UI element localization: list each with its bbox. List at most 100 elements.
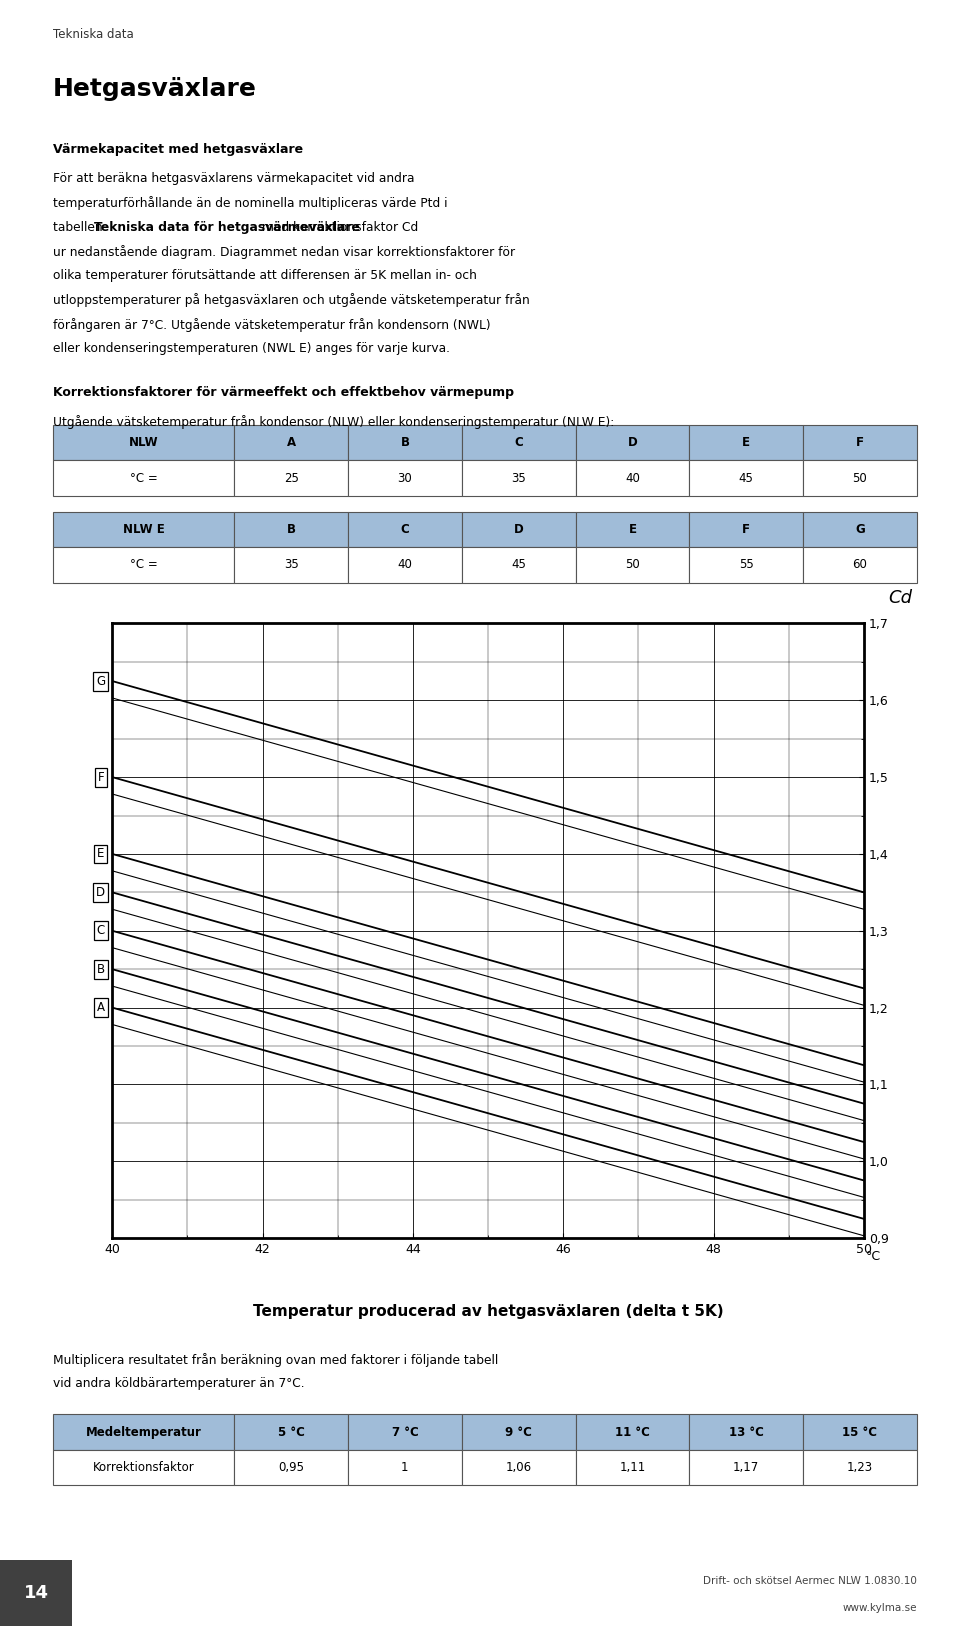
Bar: [575, 547, 689, 582]
Bar: [462, 461, 575, 495]
Text: Cd: Cd: [888, 588, 912, 606]
Text: 40: 40: [625, 472, 639, 485]
Text: A: A: [97, 1001, 105, 1015]
Text: eller kondenseringstemperaturen (NWL E) anges för varje kurva.: eller kondenseringstemperaturen (NWL E) …: [53, 343, 450, 356]
Text: 1,17: 1,17: [733, 1460, 759, 1473]
Bar: [689, 461, 803, 495]
Bar: [803, 511, 917, 547]
Text: 50: 50: [852, 472, 867, 485]
Bar: [348, 1451, 462, 1485]
Text: Multiplicera resultatet från beräkning ovan med faktorer i följande tabell: Multiplicera resultatet från beräkning o…: [53, 1352, 498, 1367]
Text: www.kylma.se: www.kylma.se: [842, 1603, 917, 1613]
Bar: [462, 425, 575, 461]
Bar: [462, 511, 575, 547]
Text: temperaturförhållande än de nominella multipliceras värde Ptd i: temperaturförhållande än de nominella mu…: [53, 197, 447, 210]
Text: 9 °C: 9 °C: [505, 1426, 532, 1439]
Bar: [234, 461, 348, 495]
Text: D: D: [514, 523, 523, 536]
Text: 13 °C: 13 °C: [729, 1426, 763, 1439]
Text: C: C: [97, 924, 105, 938]
Bar: [348, 511, 462, 547]
Text: 25: 25: [284, 472, 299, 485]
Text: vid andra köldbärartemperaturer än 7°C.: vid andra köldbärartemperaturer än 7°C.: [53, 1377, 304, 1390]
Text: med korrektionsfaktor Cd: med korrektionsfaktor Cd: [258, 221, 419, 234]
Text: °C =: °C =: [130, 559, 157, 572]
Text: För att beräkna hetgasväxlarens värmekapacitet vid andra: För att beräkna hetgasväxlarens värmekap…: [53, 172, 415, 185]
Text: Utgående vätsketemperatur från kondensor (NLW) eller kondenseringstemperatur (NL: Utgående vätsketemperatur från kondensor…: [53, 415, 614, 429]
Bar: [0, 1560, 72, 1626]
Bar: [803, 1414, 917, 1451]
Text: Medeltemperatur: Medeltemperatur: [85, 1426, 202, 1439]
Text: 15 °C: 15 °C: [843, 1426, 877, 1439]
Text: Korrektionsfaktor: Korrektionsfaktor: [93, 1460, 194, 1473]
Bar: [689, 1414, 803, 1451]
Text: tabellen: tabellen: [53, 221, 107, 234]
Text: 45: 45: [739, 472, 754, 485]
Text: A: A: [286, 436, 296, 449]
Text: G: G: [96, 675, 106, 688]
Text: Temperatur producerad av hetgasväxlaren (delta t 5K): Temperatur producerad av hetgasväxlaren …: [252, 1303, 724, 1319]
Text: °C =: °C =: [130, 472, 157, 485]
Bar: [348, 1414, 462, 1451]
Text: 0,95: 0,95: [278, 1460, 304, 1473]
Text: F: F: [742, 523, 750, 536]
Text: Hetgasväxlare: Hetgasväxlare: [53, 77, 256, 102]
Text: utloppstemperaturer på hetgasväxlaren och utgående vätsketemperatur från: utloppstemperaturer på hetgasväxlaren oc…: [53, 293, 530, 308]
Text: 1,06: 1,06: [506, 1460, 532, 1473]
Bar: [234, 425, 348, 461]
Bar: [53, 461, 234, 495]
Bar: [689, 1451, 803, 1485]
Bar: [689, 425, 803, 461]
Bar: [462, 1451, 575, 1485]
Text: F: F: [856, 436, 864, 449]
Bar: [348, 547, 462, 582]
Text: olika temperaturer förutsättande att differensen är 5K mellan in- och: olika temperaturer förutsättande att dif…: [53, 269, 477, 282]
Text: NLW: NLW: [129, 436, 158, 449]
Bar: [53, 425, 234, 461]
Text: D: D: [628, 436, 637, 449]
Text: F: F: [98, 770, 104, 783]
Text: B: B: [400, 436, 409, 449]
Text: 1: 1: [401, 1460, 409, 1473]
Text: 5 °C: 5 °C: [277, 1426, 304, 1439]
Text: E: E: [629, 523, 636, 536]
Text: 50: 50: [625, 559, 639, 572]
Text: C: C: [400, 523, 409, 536]
Text: E: E: [97, 847, 105, 860]
Text: B: B: [97, 962, 105, 975]
Bar: [575, 425, 689, 461]
Text: B: B: [287, 523, 296, 536]
Bar: [234, 547, 348, 582]
Bar: [575, 1451, 689, 1485]
Bar: [462, 547, 575, 582]
Bar: [575, 461, 689, 495]
Text: °C: °C: [866, 1249, 881, 1262]
Bar: [575, 511, 689, 547]
Text: 55: 55: [739, 559, 754, 572]
Text: C: C: [515, 436, 523, 449]
Bar: [803, 461, 917, 495]
Text: NLW E: NLW E: [123, 523, 164, 536]
Bar: [689, 511, 803, 547]
Text: 30: 30: [397, 472, 412, 485]
Bar: [803, 547, 917, 582]
Bar: [234, 511, 348, 547]
Text: 35: 35: [512, 472, 526, 485]
Text: 35: 35: [284, 559, 299, 572]
Text: Korrektionsfaktorer för värmeeffekt och effektbehov värmepump: Korrektionsfaktorer för värmeeffekt och …: [53, 385, 514, 398]
Text: 45: 45: [512, 559, 526, 572]
Bar: [53, 547, 234, 582]
Text: förångaren är 7°C. Utgående vätsketemperatur från kondensorn (NWL): förångaren är 7°C. Utgående vätsketemper…: [53, 318, 491, 331]
Text: Tekniska data för hetgasvärmeväxlare: Tekniska data för hetgasvärmeväxlare: [94, 221, 360, 234]
Bar: [234, 1414, 348, 1451]
Text: 60: 60: [852, 559, 867, 572]
Bar: [689, 547, 803, 582]
Bar: [462, 1414, 575, 1451]
Bar: [348, 461, 462, 495]
Text: 14: 14: [23, 1585, 49, 1601]
Bar: [803, 425, 917, 461]
Text: 1,23: 1,23: [847, 1460, 873, 1473]
Text: D: D: [96, 885, 106, 898]
Bar: [575, 1414, 689, 1451]
Text: 40: 40: [397, 559, 412, 572]
